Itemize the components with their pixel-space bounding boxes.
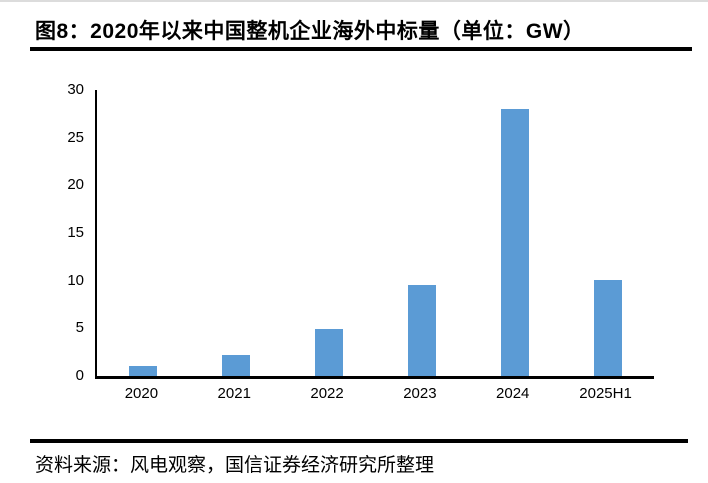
y-tick-label: 10 [67,271,84,289]
bar-slot [283,90,376,376]
source-divider [30,439,688,443]
source-note: 资料来源：风电观察，国信证券经济研究所整理 [35,455,435,476]
figure-title: 图8：2020年以来中国整机企业海外中标量（单位：GW） [35,20,585,43]
title-divider [30,47,692,51]
x-tick-label: 2021 [217,385,251,402]
bar-slot [468,90,561,376]
y-tick-label: 0 [75,367,84,384]
x-tick-label: 2022 [310,385,344,402]
y-tick-label: 30 [67,81,84,98]
bar-slot [190,90,283,376]
x-tick-label: 2020 [124,385,159,402]
bar-slot [375,90,468,376]
y-tick-label: 20 [67,176,84,194]
bar-2023 [407,285,436,376]
y-tick-label: 25 [67,128,84,146]
bar-slot [97,90,190,376]
bar-2025H1 [593,279,622,376]
plot-area [95,90,654,379]
x-axis: 2020 2021 2022 2023 2024 2025H1 [95,385,652,402]
bar-2024 [500,109,529,376]
bar-slot [561,90,654,376]
x-tick-label: 2025H1 [579,385,632,402]
y-tick-label: 15 [67,224,84,241]
y-axis: 0 5 10 15 20 25 30 [40,81,84,384]
x-tick-label: 2024 [496,385,530,402]
bar-2021 [222,355,251,376]
bar-chart: 0 5 10 15 20 25 30 2020 2021 2022 2023 2024 2025H1 [0,2,708,422]
x-tick-label: 2023 [403,385,437,402]
bar-2020 [129,366,158,376]
y-tick-label: 5 [75,319,84,337]
bar-2022 [315,329,344,376]
